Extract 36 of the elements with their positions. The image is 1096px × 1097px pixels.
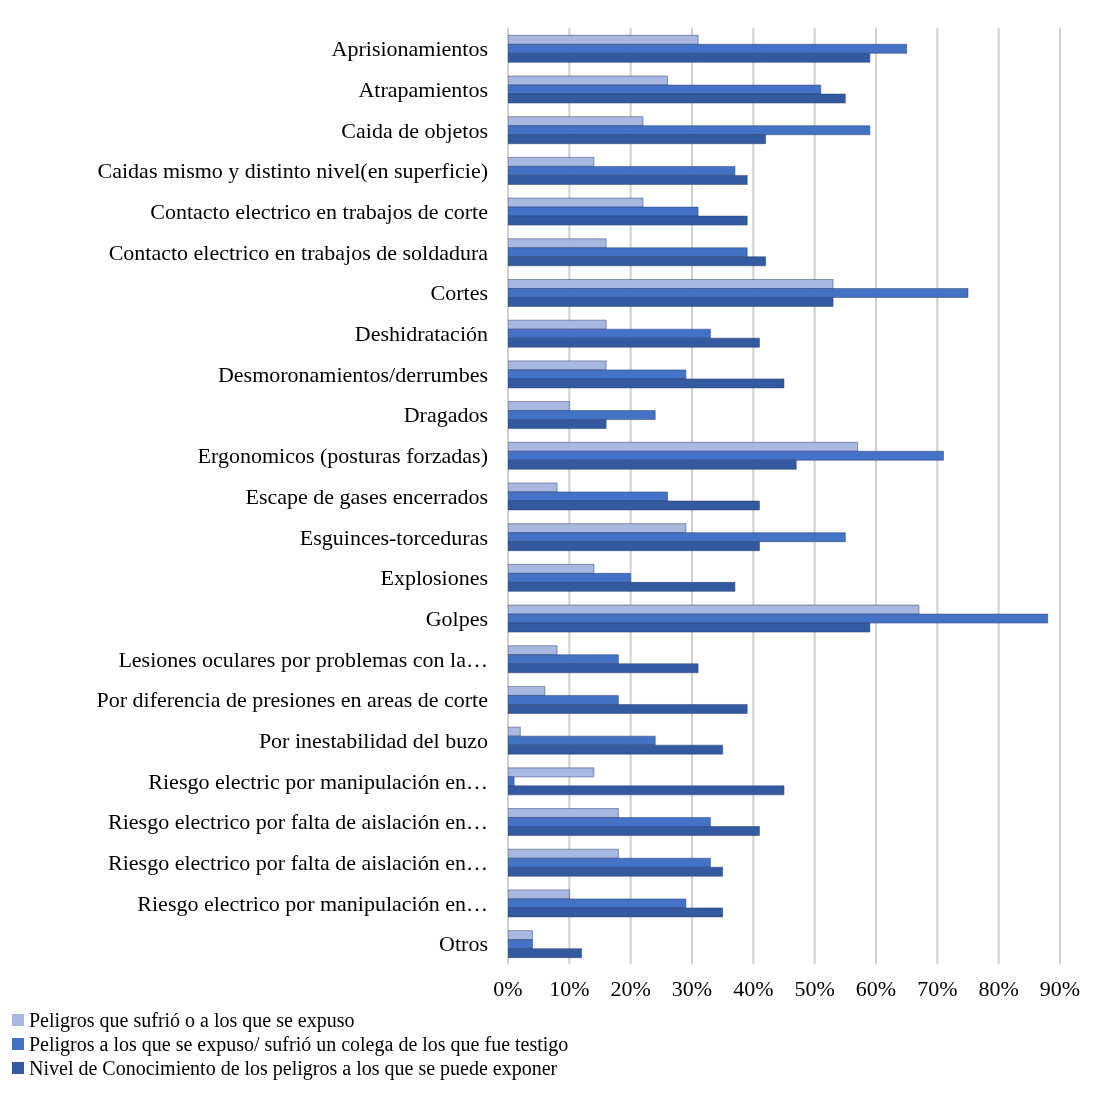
x-tick-label: 30% xyxy=(671,975,713,1001)
y-tick-label: Riesgo electric por manipulación en… xyxy=(148,768,488,794)
y-tick-label: Riesgo electrico por falta de aislación en… xyxy=(108,850,488,876)
y-tick-label: Golpes xyxy=(425,605,488,631)
y-tick-label: Contacto electrico en trabajos de corte xyxy=(150,198,488,224)
y-tick-label: Atrapamientos xyxy=(358,76,488,102)
y-tick-label: Escape de gases encerrados xyxy=(245,483,488,509)
x-tick-label: 80% xyxy=(978,975,1019,1001)
y-tick-label: Explosiones xyxy=(380,565,488,591)
y-tick-label: Caida de objetos xyxy=(341,117,488,143)
x-tick-label: 10% xyxy=(549,975,590,1001)
y-tick-label: Dragados xyxy=(403,402,488,428)
y-tick-label: Otros xyxy=(439,931,488,957)
y-tick-label: Desmoronamientos/derrumbes xyxy=(217,361,488,387)
legend-label: Peligros que sufrió o a los que se expuso xyxy=(29,1008,355,1032)
y-tick-label: Por inestabilidad del buzo xyxy=(258,727,488,753)
x-tick-label: 90% xyxy=(1039,975,1081,1001)
legend-label: Peligros a los que se expuso/ sufrió un colega de los que fue testigo xyxy=(29,1032,569,1056)
x-tick-label: 40% xyxy=(733,975,774,1001)
x-tick-label: 50% xyxy=(794,975,835,1001)
y-tick-label: Riesgo electrico por falta de aislación en… xyxy=(108,809,488,835)
x-tick-label: 60% xyxy=(855,975,897,1001)
legend-label: Nivel de Conocimiento de los peligros a los que se puede exponer xyxy=(29,1056,558,1080)
y-tick-label: Lesiones oculares por problemas con la… xyxy=(118,646,488,672)
y-tick-label: Riesgo electrico por manipulación en… xyxy=(137,890,488,916)
y-tick-label: Por diferencia de presiones en areas de corte xyxy=(96,687,488,713)
y-tick-label: Esguinces-torceduras xyxy=(299,524,488,550)
y-tick-label: Deshidratación xyxy=(354,321,488,347)
x-tick-label: 0% xyxy=(493,975,523,1001)
y-tick-label: Aprisionamientos xyxy=(331,36,488,62)
y-tick-label: Caidas mismo y distinto nivel(en superficie) xyxy=(97,158,488,184)
y-tick-label: Contacto electrico en trabajos de soldadura xyxy=(108,239,489,265)
x-tick-label: 20% xyxy=(610,975,651,1001)
y-tick-label: Cortes xyxy=(430,280,488,306)
x-tick-label: 70% xyxy=(917,975,958,1001)
y-tick-label: Ergonomicos (posturas forzadas) xyxy=(197,443,488,469)
